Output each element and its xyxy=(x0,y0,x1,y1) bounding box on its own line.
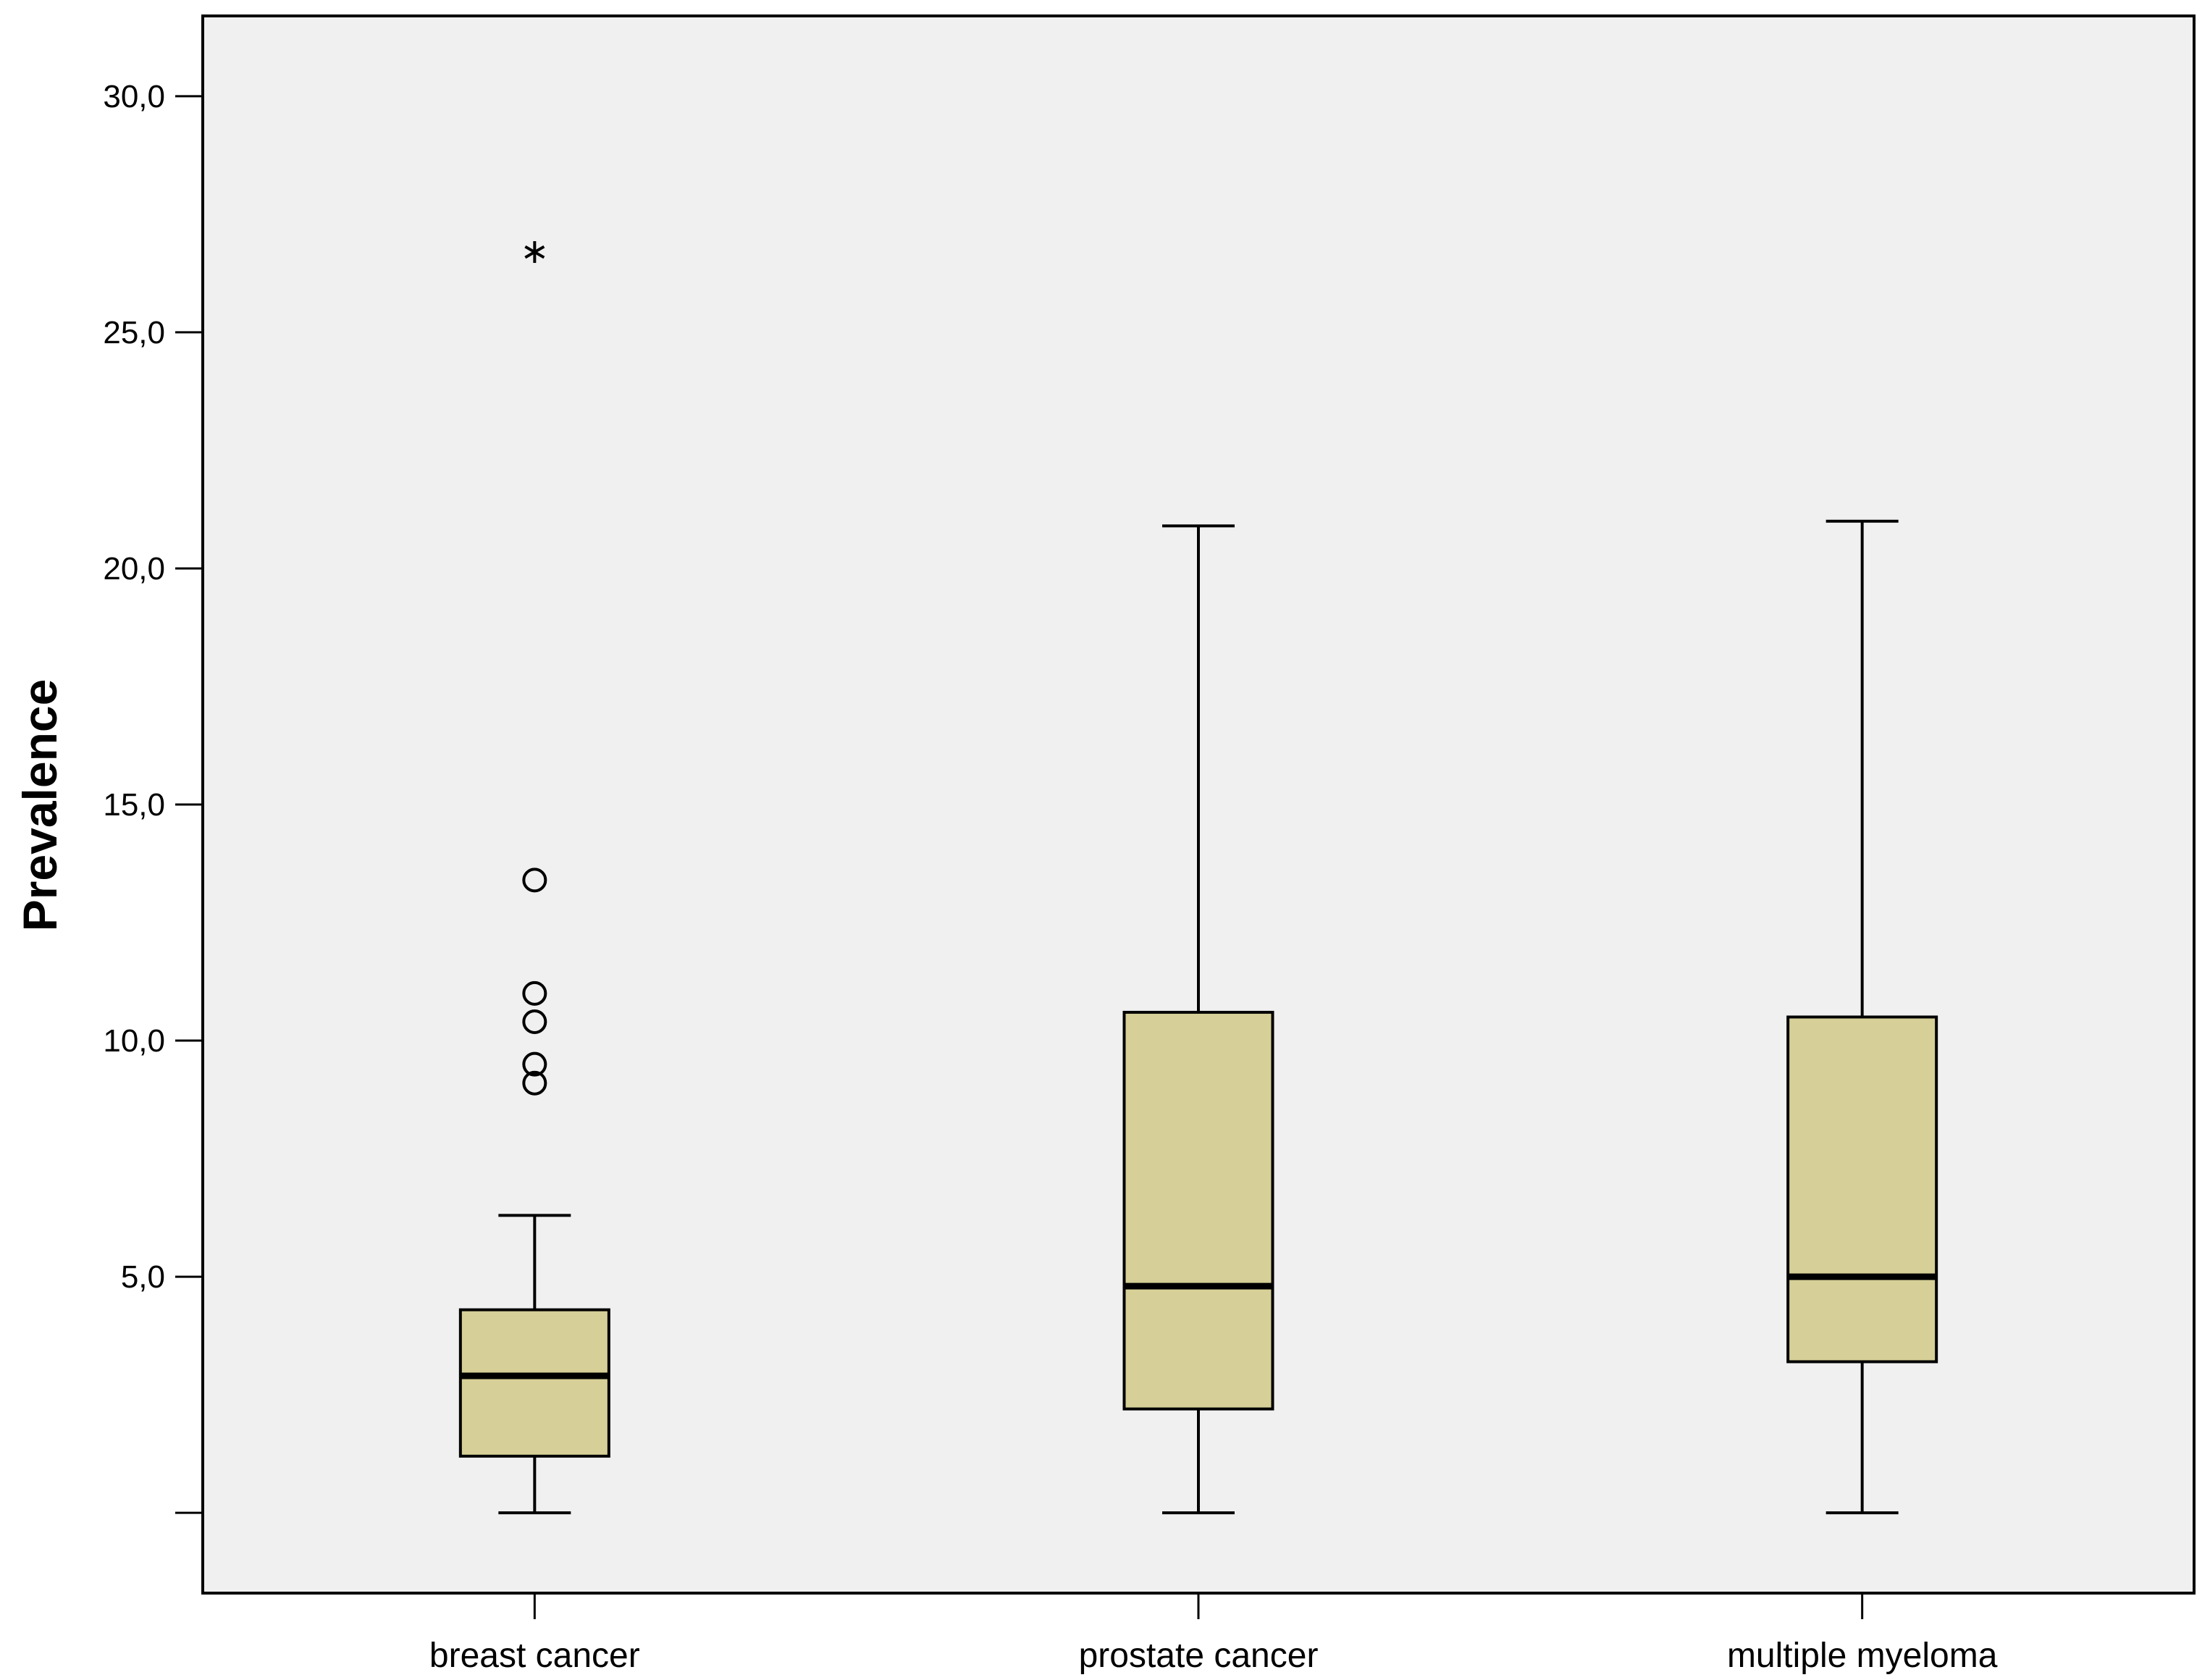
asterisk-stroke xyxy=(524,245,545,259)
box-group xyxy=(458,241,610,1515)
y-axis-title: Prevalence xyxy=(13,679,67,932)
extreme-outlier-point xyxy=(524,241,545,264)
outlier-point xyxy=(522,868,547,893)
outlier-point xyxy=(522,1051,547,1077)
x-category-label: breast cancer xyxy=(429,1637,640,1675)
y-tick-label: 20,0 xyxy=(103,551,165,587)
box-series xyxy=(458,241,1938,1515)
y-tick-label: 5,0 xyxy=(121,1259,165,1295)
x-category-label: prostate cancer xyxy=(1079,1637,1319,1675)
y-axis: 5,0 10,0 15,0 20,0 25,0 30,0 xyxy=(103,79,203,1514)
outlier-point xyxy=(522,980,547,1006)
y-tick-label: 30,0 xyxy=(103,79,165,114)
outlier-point xyxy=(522,1009,547,1034)
iqr-box xyxy=(1786,1015,1938,1364)
x-category-label: multiple myeloma xyxy=(1727,1637,1998,1675)
y-tick-label: 15,0 xyxy=(103,787,165,823)
iqr-box xyxy=(458,1308,610,1458)
x-axis: breast cancer prostate cancer multiple mye… xyxy=(429,1593,1998,1675)
box-group xyxy=(1786,519,1938,1515)
y-tick-label: 25,0 xyxy=(103,315,165,350)
box-group xyxy=(1122,524,1274,1515)
outlier-point xyxy=(522,1070,547,1096)
iqr-box xyxy=(1122,1010,1274,1411)
y-tick-label: 10,0 xyxy=(103,1023,165,1059)
